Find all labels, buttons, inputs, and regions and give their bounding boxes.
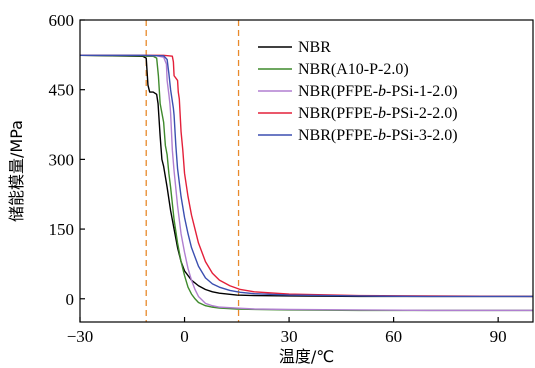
y-axis-label: 储能模量/MPa: [7, 120, 26, 222]
axis-ticks: −30 0 30 60 90 0 150 300 450 600: [49, 11, 507, 346]
legend-label-3: NBR(PFPE-b-PSi-1-2.0): [298, 83, 458, 100]
y-tick-label: 600: [49, 11, 75, 30]
series-line-5: [80, 54, 533, 298]
x-tick-label: 90: [490, 327, 507, 346]
legend-label-1: NBR: [298, 39, 331, 56]
x-tick-label: 0: [180, 327, 189, 346]
legend-label-4: NBR(PFPE-b-PSi-2-2.0): [298, 105, 458, 122]
y-tick-label: 0: [66, 290, 75, 309]
legend-label-2: NBR(A10-P-2.0): [298, 61, 409, 78]
x-tick-label: 60: [385, 327, 402, 346]
series-line-2: [79, 54, 533, 312]
legend-label-5: NBR(PFPE-b-PSi-3-2.0): [298, 127, 458, 144]
y-tick-label: 150: [49, 220, 75, 239]
plot-frame: [79, 19, 534, 323]
y-tick-label: 450: [49, 81, 75, 100]
legend: NBR NBR(A10-P-2.0) NBR(PFPE-b-PSi-1-2.0) NB…: [258, 39, 458, 144]
series-line-4: [80, 54, 534, 298]
x-tick-label: −30: [67, 327, 94, 346]
plot-series: [79, 54, 534, 312]
reference-lines: [145, 20, 240, 322]
series-line-1: [79, 54, 533, 298]
series-line-3: [80, 54, 533, 312]
y-tick-label: 300: [49, 150, 75, 169]
x-axis-label: 温度/℃: [279, 347, 334, 366]
x-tick-label: 30: [281, 327, 298, 346]
